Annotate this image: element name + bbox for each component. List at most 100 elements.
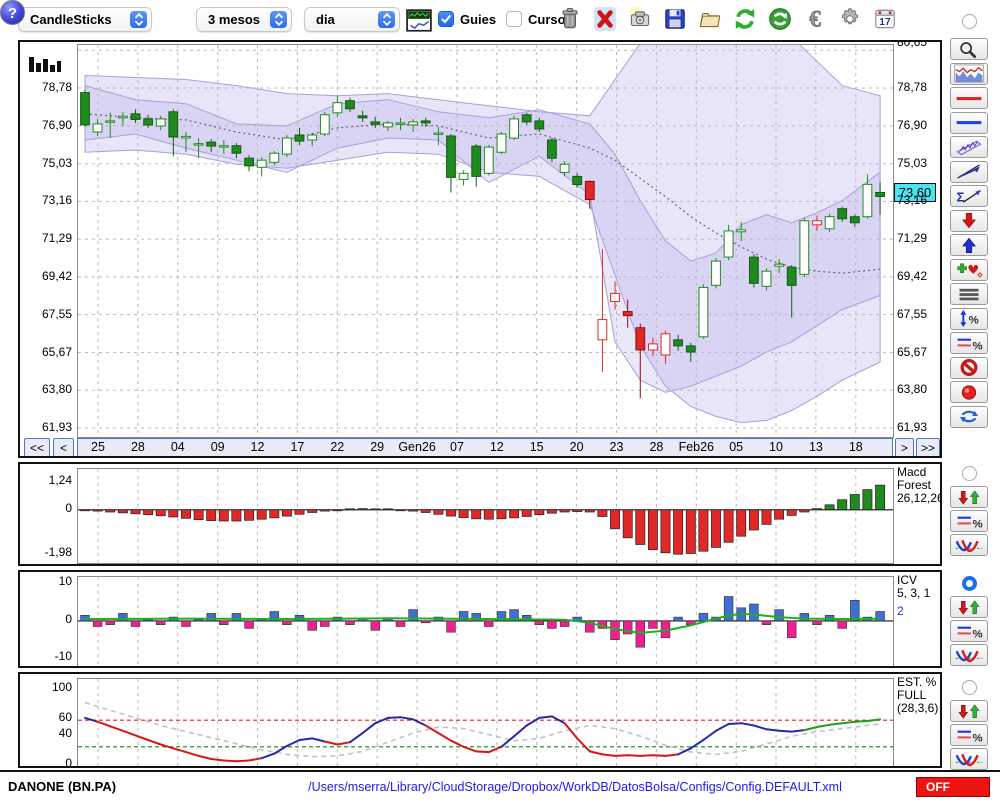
y-axis-label: 71,29 xyxy=(897,231,928,246)
forbid-button[interactable] xyxy=(950,356,988,379)
icv-plot[interactable] xyxy=(77,576,894,666)
swap-cycle-button[interactable] xyxy=(950,405,988,428)
stochastic-plot[interactable] xyxy=(77,678,894,766)
refresh-sync-icon xyxy=(735,8,754,29)
help-button[interactable]: ? xyxy=(0,0,25,25)
vertical-range-percent-button[interactable]: % xyxy=(950,307,988,330)
candlestick-plot[interactable] xyxy=(77,42,894,438)
svg-text:€: € xyxy=(809,6,821,31)
dropdown-stepper-icon xyxy=(270,11,287,28)
toolbar-icon-buttons: €17 xyxy=(556,5,898,32)
open-folder-button[interactable] xyxy=(696,5,723,32)
settings-gear-icon xyxy=(841,7,858,24)
blue-horizontal-line-button[interactable] xyxy=(950,111,988,134)
list-rows-button[interactable] xyxy=(950,283,988,305)
macd-signal-arrows-button[interactable] xyxy=(950,486,988,508)
y-axis-label: 67,55 xyxy=(41,306,72,321)
red-horizontal-line-button[interactable] xyxy=(950,87,988,109)
guies-label: Guies xyxy=(460,11,497,27)
checkbox-empty-icon xyxy=(506,11,522,27)
add-signal-markers-icon xyxy=(957,263,983,278)
macd-plot[interactable] xyxy=(77,468,894,564)
calendar-button[interactable]: 17 xyxy=(871,5,898,32)
interval-select[interactable]: dia xyxy=(304,7,400,32)
main-chart-radio[interactable] xyxy=(962,14,977,29)
dropdown-stepper-icon xyxy=(130,11,147,28)
save-disk-button[interactable] xyxy=(661,5,688,32)
big-up-arrow-button[interactable] xyxy=(950,234,988,256)
price-levels-percent-button[interactable]: % xyxy=(950,332,988,354)
icv-signal-arrows-button[interactable] xyxy=(950,596,988,618)
stoch-indicator-curves-button[interactable] xyxy=(950,748,988,770)
indicator-y-label: 0 xyxy=(65,611,72,626)
svg-text:Σ: Σ xyxy=(956,189,964,204)
big-up-arrow-icon xyxy=(962,237,976,253)
period-value: 3 mesos xyxy=(208,12,261,27)
indicator-curves-icon xyxy=(955,649,983,662)
add-signal-markers-button[interactable] xyxy=(950,258,988,281)
refresh-orb-button[interactable] xyxy=(766,5,793,32)
signal-arrows-icon xyxy=(958,599,980,615)
svg-text:%: % xyxy=(972,518,982,530)
scroll-next-button[interactable]: > xyxy=(895,438,914,456)
y-axis-label: 71,29 xyxy=(41,231,72,246)
indicator-y-label: 0 xyxy=(65,756,72,768)
stoch-panel-radio[interactable] xyxy=(962,680,977,695)
cursor-checkbox[interactable]: Cursor xyxy=(506,11,571,27)
x-axis-tick-label: 05 xyxy=(729,440,744,454)
x-axis-tick-label: 13 xyxy=(808,440,823,454)
trend-channel-button[interactable] xyxy=(950,136,988,158)
big-down-arrow-button[interactable] xyxy=(950,209,988,232)
settings-gear-button[interactable] xyxy=(836,5,863,32)
blue-horizontal-line-icon xyxy=(956,121,982,125)
macd-indicator-curves-button[interactable] xyxy=(950,534,988,556)
trend-line-icon xyxy=(957,164,980,179)
svg-text:%: % xyxy=(972,340,982,352)
trash-button[interactable] xyxy=(556,5,583,32)
x-axis-tick-label: 29 xyxy=(370,440,385,454)
zoom-magnifier-button[interactable] xyxy=(950,38,988,60)
y-axis-label: 75,03 xyxy=(41,155,72,170)
x-axis-tick-label: 20 xyxy=(569,440,584,454)
price-volume-chart-button[interactable] xyxy=(950,62,988,85)
price-levels-percent-icon: % xyxy=(957,338,983,352)
guies-checkbox[interactable]: Guies xyxy=(438,11,496,27)
icv-panel-radio[interactable] xyxy=(962,576,977,591)
levels-percent-icon: % xyxy=(957,516,983,530)
y-axis-label: 73,16 xyxy=(41,193,72,208)
chart-type-select[interactable]: CandleSticks xyxy=(18,7,152,32)
camera-snapshot-button[interactable] xyxy=(626,5,653,32)
record-dot-button[interactable] xyxy=(950,381,988,403)
mini-chart-icon[interactable] xyxy=(406,8,432,39)
stochastic-svg xyxy=(78,679,893,766)
euro-currency-icon: € xyxy=(808,6,821,32)
bar-chart-icon[interactable] xyxy=(28,54,64,79)
svg-text:%: % xyxy=(972,628,982,640)
off-toggle-button[interactable]: OFF xyxy=(916,777,990,797)
macd-svg xyxy=(78,469,893,563)
trend-line-button[interactable] xyxy=(950,160,988,183)
scroll-last-button[interactable]: >> xyxy=(916,438,940,456)
y-axis-label: 76,90 xyxy=(897,117,928,132)
stoch-signal-arrows-button[interactable] xyxy=(950,700,988,722)
x-axis-strip[interactable]: 25 28 04 09 12 17 22 29 Gen26 07 12 15 20 23 28 Feb26 05… xyxy=(77,438,893,456)
dropdown-stepper-icon xyxy=(378,11,395,28)
y-axis-label: 75,03 xyxy=(897,155,928,170)
sigma-trend-button[interactable]: Σ xyxy=(950,185,988,207)
y-axis-label: 61,93 xyxy=(41,420,72,434)
scroll-prev-button[interactable]: < xyxy=(53,438,74,456)
icv-right-label: ICV 5, 3, 1 2 xyxy=(897,573,931,618)
red-horizontal-line-icon xyxy=(956,96,982,100)
refresh-sync-button[interactable] xyxy=(731,5,758,32)
scroll-first-button[interactable]: << xyxy=(24,438,50,456)
period-select[interactable]: 3 mesos xyxy=(196,7,292,32)
delete-cross-button[interactable] xyxy=(591,5,618,32)
euro-currency-button[interactable]: € xyxy=(801,5,828,32)
macd-levels-percent-button[interactable]: % xyxy=(950,510,988,532)
icv-indicator-curves-button[interactable] xyxy=(950,644,988,666)
macd-panel-radio[interactable] xyxy=(962,466,977,481)
icv-levels-percent-button[interactable]: % xyxy=(950,620,988,642)
y-axis-label: 65,67 xyxy=(897,344,928,359)
stoch-levels-percent-button[interactable]: % xyxy=(950,724,988,746)
macd-right-label: Macd Forest 26,12,26 xyxy=(897,465,942,505)
